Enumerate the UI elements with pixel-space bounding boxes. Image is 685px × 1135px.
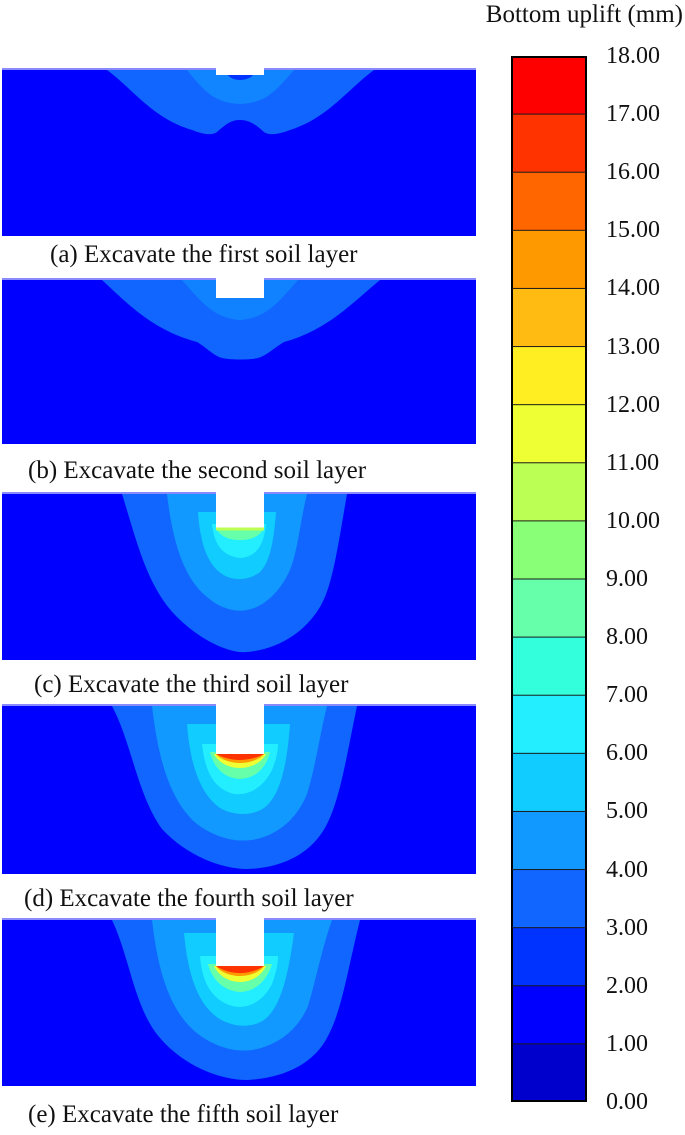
- colorbar-segment: [511, 810, 587, 871]
- colorbar-tick-label: 17.00: [606, 101, 660, 128]
- colorbar-tick-label: 15.00: [606, 217, 660, 244]
- colorbar-tick-label: 11.00: [606, 449, 660, 476]
- colorbar: [511, 56, 587, 1102]
- colorbar-segment: [511, 927, 587, 987]
- colorbar-tick-label: 10.00: [606, 507, 660, 534]
- panel-e-caption: (e) Excavate the fifth soil layer: [28, 1101, 339, 1128]
- colorbar-tick-label: 2.00: [606, 972, 648, 999]
- colorbar-tick-label: 12.00: [606, 391, 660, 418]
- panel-b: (b) Excavate the second soil layer: [2, 278, 476, 483]
- panel-d-caption: (d) Excavate the fourth soil layer: [24, 885, 354, 912]
- colorbar-segment: [511, 1043, 587, 1102]
- contour-plot-c: [2, 492, 476, 660]
- colorbar-segment: [511, 636, 587, 697]
- colorbar-segment: [511, 462, 587, 522]
- legend-title: Bottom uplift (mm): [485, 1, 683, 28]
- colorbar-segment: [511, 229, 587, 290]
- colorbar-segment: [511, 985, 587, 1045]
- colorbar-segment: [511, 113, 587, 174]
- colorbar-segment: [511, 520, 587, 581]
- colorbar-tick-label: 3.00: [606, 914, 648, 941]
- panel-e: (e) Excavate the fifth soil layer: [2, 918, 476, 1127]
- contour-plot-e: [2, 918, 476, 1086]
- colorbar-tick-label: 4.00: [606, 856, 648, 883]
- colorbar-tick-label: 1.00: [606, 1030, 648, 1057]
- colorbar-segment: [511, 869, 587, 929]
- colorbar-segment: [511, 694, 587, 755]
- contour-plot-d: [2, 704, 476, 874]
- colorbar-tick-label: 13.00: [606, 333, 660, 360]
- colorbar-tick-label: 5.00: [606, 798, 648, 825]
- panel-a: (a) Excavate the first soil layer: [2, 68, 476, 267]
- panel-b-caption: (b) Excavate the second soil layer: [28, 457, 367, 484]
- colorbar-tick-label: 8.00: [606, 624, 648, 651]
- colorbar-tick-label: 9.00: [606, 566, 648, 592]
- colorbar-segment: [511, 287, 587, 348]
- panel-c-caption: (c) Excavate the third soil layer: [34, 671, 349, 698]
- colorbar-segment: [511, 171, 587, 232]
- colorbar-tick-label: 6.00: [606, 740, 648, 767]
- colorbar-segment: [511, 346, 587, 406]
- colorbar-tick-label: 18.00: [606, 43, 660, 69]
- colorbar-tick-label: 14.00: [606, 275, 660, 302]
- contour-plot-b: [2, 278, 476, 444]
- colorbar-tick-label: 16.00: [606, 159, 660, 186]
- colorbar-tick-label: 0.00: [606, 1089, 648, 1115]
- colorbar-segment: [511, 404, 587, 464]
- colorbar-segment: [511, 752, 587, 813]
- colorbar-segment: [511, 56, 587, 116]
- panel-c: (c) Excavate the third soil layer: [2, 492, 476, 697]
- panel-d: (d) Excavate the fourth soil layer: [2, 704, 476, 911]
- colorbar-tick-label: 7.00: [606, 682, 648, 709]
- colorbar-frame: [511, 56, 587, 1102]
- colorbar-segment: [511, 578, 587, 639]
- contour-plot-a: [2, 68, 476, 236]
- panel-a-caption: (a) Excavate the first soil layer: [50, 241, 358, 268]
